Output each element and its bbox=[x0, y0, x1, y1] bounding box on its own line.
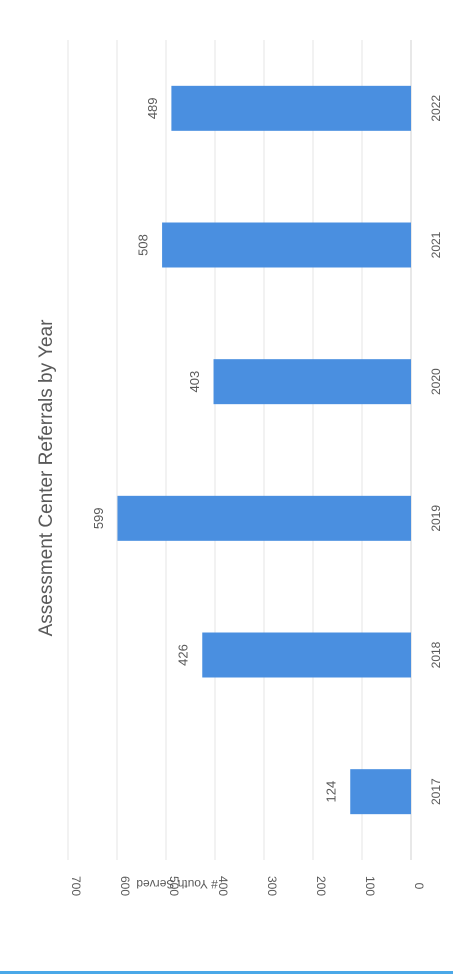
chart-title: Assessment Center Referrals by Year bbox=[36, 319, 57, 636]
bottom-border bbox=[0, 971, 453, 974]
bar-2017 bbox=[350, 769, 411, 815]
data-label-2021: 508 bbox=[136, 234, 151, 256]
category-labels: 2017 2018 2019 2020 2021 2022 bbox=[429, 95, 443, 805]
y-tick-label: 500 bbox=[167, 876, 181, 896]
data-label-2017: 124 bbox=[324, 781, 339, 803]
y-tick-label: 0 bbox=[412, 883, 426, 890]
y-tick-label: 300 bbox=[265, 876, 279, 896]
y-tick-label: 100 bbox=[363, 876, 377, 896]
category-label-2018: 2018 bbox=[429, 641, 443, 668]
y-tick-label: 700 bbox=[69, 876, 83, 896]
bar-2021 bbox=[162, 222, 411, 268]
category-label-2021: 2021 bbox=[429, 231, 443, 258]
y-tick-label: 200 bbox=[314, 876, 328, 896]
y-axis-title: # Youth Served bbox=[136, 877, 217, 891]
category-label-2022: 2022 bbox=[429, 95, 443, 122]
y-tick-label: 600 bbox=[118, 876, 132, 896]
gridlines bbox=[67, 40, 412, 860]
data-label-2019: 599 bbox=[91, 507, 106, 529]
category-label-2017: 2017 bbox=[429, 778, 443, 805]
data-label-2020: 403 bbox=[187, 371, 202, 393]
y-axis-tick-labels: 0 100 200 300 400 500 600 700 bbox=[69, 876, 426, 896]
bar-2020 bbox=[213, 359, 411, 405]
bar-2022 bbox=[171, 85, 411, 131]
category-label-2019: 2019 bbox=[429, 505, 443, 532]
y-tick-label: 400 bbox=[216, 876, 230, 896]
data-label-2022: 489 bbox=[145, 97, 160, 119]
bars bbox=[117, 85, 412, 815]
bar-2018 bbox=[202, 632, 411, 678]
data-label-2018: 426 bbox=[176, 644, 191, 666]
category-label-2020: 2020 bbox=[429, 368, 443, 395]
data-labels: 124 426 599 403 508 489 bbox=[91, 97, 339, 802]
bar-2019 bbox=[117, 495, 412, 541]
